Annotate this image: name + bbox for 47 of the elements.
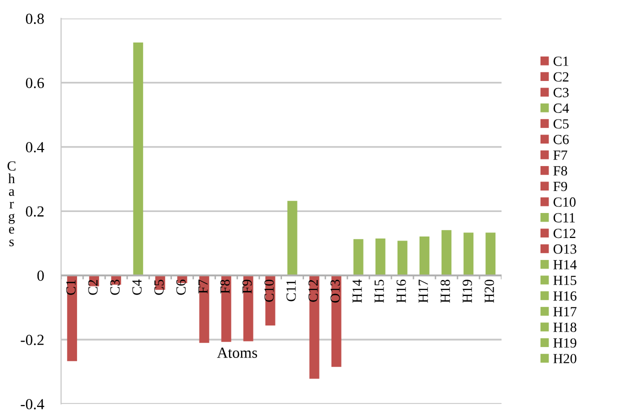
y-tick-label: -0.2 xyxy=(20,334,44,346)
y-tick-label: 0.4 xyxy=(26,142,44,152)
legend-label: C10 xyxy=(554,197,576,207)
legend-label: C12 xyxy=(554,228,576,238)
x-tick-label: F7 xyxy=(198,280,208,294)
x-tick-label: O13 xyxy=(330,280,340,303)
legend-label: H20 xyxy=(553,354,576,364)
legend-label: O13 xyxy=(554,244,576,254)
x-tick-label: H19 xyxy=(462,280,472,303)
x-tick-label: C6 xyxy=(176,280,186,295)
x-tick-label: C10 xyxy=(264,280,274,302)
y-tick-label: 0.8 xyxy=(26,14,44,24)
x-tick-label: H17 xyxy=(418,280,428,303)
legend-label: H17 xyxy=(553,307,576,316)
x-tick-label: C5 xyxy=(154,280,164,295)
x-tick-label: F9 xyxy=(242,280,252,294)
x-tick-label: H16 xyxy=(396,280,406,303)
legend-label: C1 xyxy=(554,56,568,66)
legend-label: H19 xyxy=(553,338,576,348)
x-tick-label: C2 xyxy=(88,280,98,295)
x-tick-label: C1 xyxy=(66,280,76,295)
y-tick-label: -0.4 xyxy=(20,398,44,410)
x-tick-label: H14 xyxy=(352,279,362,303)
x-tick-label: C12 xyxy=(308,280,318,302)
legend-label: C6 xyxy=(554,134,569,144)
y-axis-title: Charges xyxy=(8,161,16,246)
y-tick-label: 0.2 xyxy=(26,206,44,217)
y-tick-label: 0 xyxy=(37,270,44,281)
legend-label: C3 xyxy=(554,88,569,98)
x-axis-title: Atoms xyxy=(217,348,258,358)
legend-label: H14 xyxy=(553,260,577,270)
y-tick-label: 0.6 xyxy=(26,78,44,88)
legend-label: F7 xyxy=(553,150,568,160)
x-tick-label: F8 xyxy=(220,280,230,294)
legend-label: C4 xyxy=(554,104,569,113)
x-tick-label: C4 xyxy=(132,279,142,295)
legend-label: C5 xyxy=(554,119,569,129)
x-tick-label: H15 xyxy=(374,280,384,303)
legend-label: H18 xyxy=(553,322,576,332)
legend-label: F9 xyxy=(553,182,568,192)
legend-label: C11 xyxy=(554,213,575,222)
x-tick-label: H18 xyxy=(440,280,450,303)
x-tick-label: C3 xyxy=(110,280,120,295)
x-tick-label: C11 xyxy=(286,280,296,302)
x-tick-label: H20 xyxy=(484,280,494,303)
legend-label: F8 xyxy=(553,166,568,176)
legend-label: C2 xyxy=(554,72,568,82)
